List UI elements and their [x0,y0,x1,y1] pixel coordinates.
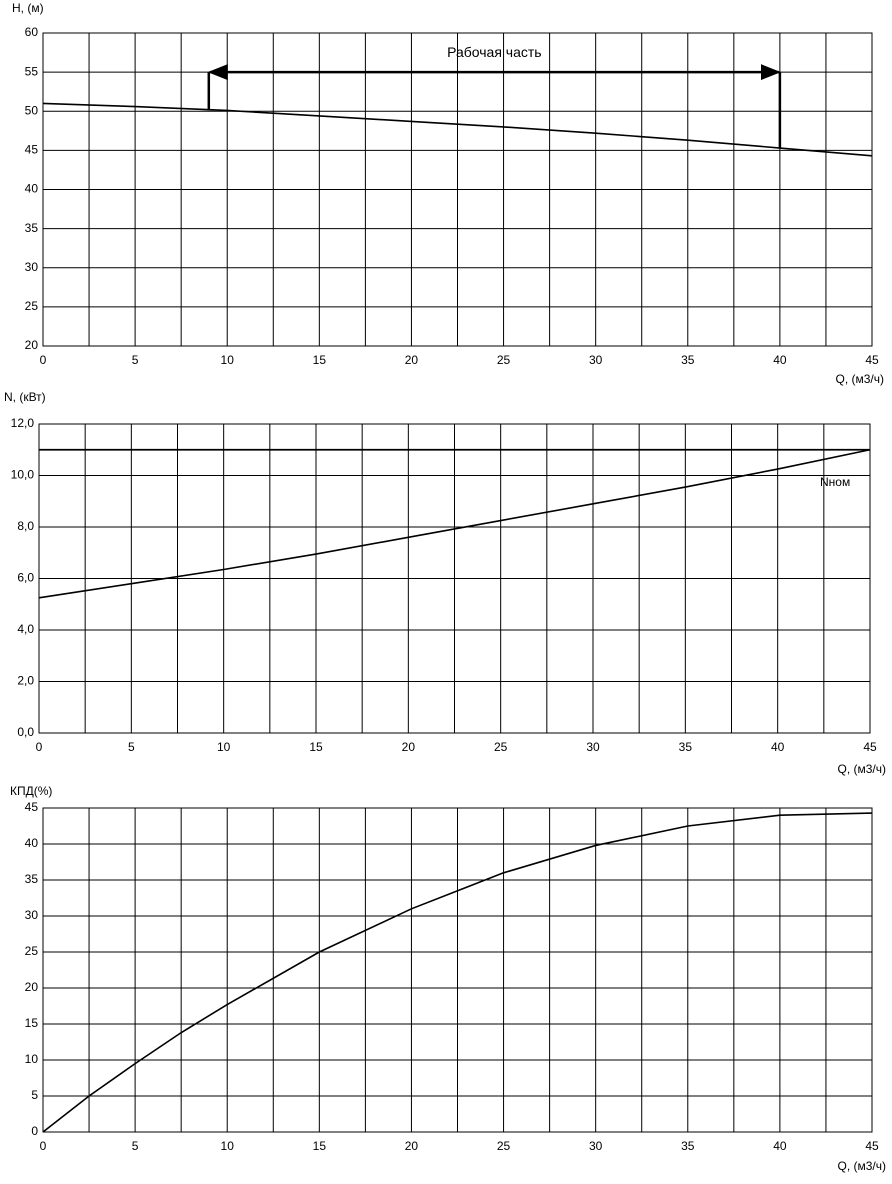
x-tick-label: 35 [681,353,695,367]
y-axis-label: КПД(%) [10,784,52,798]
y-tick-label: 5 [31,1088,38,1102]
y-tick-label: 10,0 [11,468,35,482]
x-tick-label: 10 [221,1139,235,1153]
x-tick-label: 25 [494,740,508,754]
x-tick-label: 30 [589,1139,603,1153]
x-tick-label: 45 [865,353,879,367]
y-tick-label: 40 [25,182,39,196]
x-tick-label: 5 [128,740,135,754]
y-tick-label: 40 [25,836,39,850]
x-tick-label: 0 [36,740,43,754]
x-tick-label: 40 [771,740,785,754]
x-axis-label: Q, (м3/ч) [837,762,886,776]
x-tick-label: 40 [773,353,787,367]
y-tick-label: 2,0 [17,674,34,688]
data-line [42,102,873,157]
x-tick-label: 40 [773,1139,787,1153]
y-tick-label: 35 [25,872,39,886]
x-tick-label: 15 [313,353,327,367]
x-tick-label: 5 [132,353,139,367]
x-tick-label: 45 [863,740,877,754]
y-tick-label: 30 [25,260,39,274]
y-tick-label: 25 [25,944,39,958]
y-tick-label: 45 [25,143,39,157]
x-tick-label: 10 [217,740,231,754]
x-tick-label: 15 [313,1139,327,1153]
x-tick-label: 30 [586,740,600,754]
y-tick-label: 6,0 [17,571,34,585]
y-tick-label: 10 [25,1052,39,1066]
data-line [42,812,873,1133]
y-tick-label: 4,0 [17,622,34,636]
x-tick-label: 15 [309,740,323,754]
y-axis-label: N, (кВт) [4,390,46,404]
x-tick-label: 30 [589,353,603,367]
data-line [38,448,871,599]
x-tick-label: 45 [865,1139,879,1153]
x-axis-label: Q, (м3/ч) [835,372,884,386]
y-tick-label: 20 [25,338,39,352]
y-tick-label: 12,0 [11,416,35,430]
x-tick-label: 25 [497,1139,511,1153]
x-tick-label: 20 [405,353,419,367]
y-tick-label: 60 [25,25,39,39]
x-tick-label: 0 [40,1139,47,1153]
x-tick-label: 5 [132,1139,139,1153]
x-tick-label: 35 [681,1139,695,1153]
reference-label: Nном [820,475,850,489]
y-tick-label: 25 [25,299,39,313]
y-tick-label: 8,0 [17,519,34,533]
x-tick-label: 25 [497,353,511,367]
y-tick-label: 50 [25,103,39,117]
y-tick-label: 45 [25,800,39,814]
range-label: Рабочая часть [447,44,542,60]
x-tick-label: 10 [221,353,235,367]
x-tick-label: 35 [679,740,693,754]
y-axis-label: H, (м) [12,1,44,15]
x-axis-label: Q, (м3/ч) [837,1159,886,1173]
x-tick-label: 20 [405,1139,419,1153]
y-tick-label: 20 [25,980,39,994]
y-tick-label: 15 [25,1016,39,1030]
x-tick-label: 20 [402,740,416,754]
x-tick-label: 0 [40,353,47,367]
y-tick-label: 35 [25,221,39,235]
y-tick-label: 55 [25,64,39,78]
y-tick-label: 0,0 [17,725,34,739]
y-tick-label: 30 [25,908,39,922]
y-tick-label: 0 [31,1124,38,1138]
